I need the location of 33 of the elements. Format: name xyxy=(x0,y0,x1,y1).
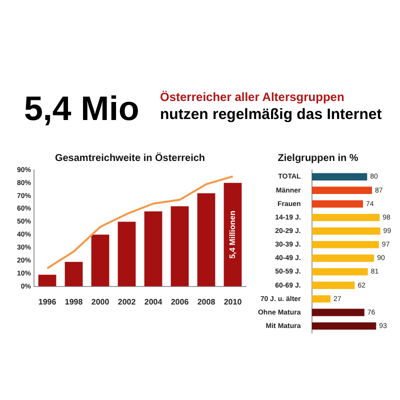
text: 5,4 Mio xyxy=(24,90,140,129)
bar xyxy=(312,322,376,330)
bar xyxy=(170,206,189,286)
x-tick-label: 2002 xyxy=(118,297,136,306)
bar xyxy=(312,308,364,316)
x-tick-label: 2000 xyxy=(91,297,110,306)
bar xyxy=(312,200,364,208)
bar xyxy=(312,240,379,248)
bar xyxy=(312,282,355,289)
bar xyxy=(312,173,368,180)
x-tick-label: 2010 xyxy=(224,297,242,306)
bar xyxy=(38,274,56,286)
bar xyxy=(144,211,162,286)
bar xyxy=(118,222,136,286)
bar xyxy=(312,227,380,235)
bar xyxy=(64,262,83,286)
text: Österreicher aller Altersgruppen xyxy=(160,90,344,104)
chart-title: Gesamtreichweite in Österreich xyxy=(54,152,206,164)
x-tick-label: 2008 xyxy=(197,297,216,306)
bar xyxy=(197,193,216,286)
bar xyxy=(91,234,110,286)
x-tick-label: 1996 xyxy=(38,297,57,306)
chart-title: Zielgruppen in % xyxy=(278,152,358,164)
bar xyxy=(312,214,380,222)
x-tick-label: 2006 xyxy=(170,297,190,306)
text: nutzen regelmäßig das Internet xyxy=(160,106,382,123)
bar xyxy=(312,186,372,194)
x-tick-label: 2004 xyxy=(144,297,163,306)
bar xyxy=(312,268,368,276)
bar xyxy=(312,254,374,262)
annotation: 5,4 Millionen xyxy=(228,210,237,259)
x-tick-label: 1998 xyxy=(64,297,84,306)
bar xyxy=(312,295,330,303)
